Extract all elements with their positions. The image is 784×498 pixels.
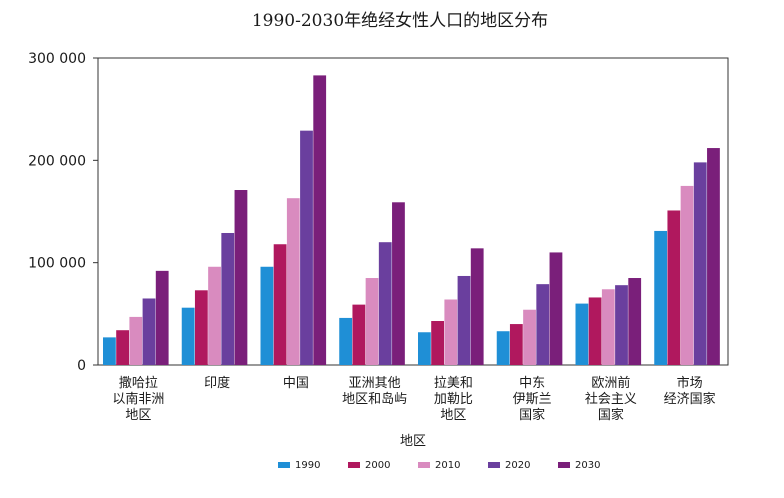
bar bbox=[221, 232, 235, 365]
bars bbox=[103, 75, 720, 365]
bar bbox=[352, 304, 366, 365]
legend-swatch bbox=[348, 462, 360, 468]
legend-swatch bbox=[488, 462, 500, 468]
legend: 1990 2000 2010 2020 2030 bbox=[278, 460, 600, 471]
bar bbox=[273, 244, 287, 365]
x-category-label: 印度 bbox=[204, 375, 230, 391]
bar bbox=[129, 316, 143, 365]
y-axis: 0 100 000 200 000 300 000 bbox=[28, 51, 98, 374]
bar bbox=[116, 330, 129, 365]
bar bbox=[365, 278, 379, 365]
bar bbox=[707, 148, 720, 365]
bar bbox=[378, 242, 392, 365]
y-tick-label: 0 bbox=[77, 358, 86, 374]
bar bbox=[509, 324, 523, 365]
bar bbox=[470, 248, 484, 365]
bar bbox=[667, 210, 681, 365]
legend-label: 2000 bbox=[365, 460, 390, 471]
bar bbox=[313, 75, 327, 365]
y-tick-label: 100 000 bbox=[28, 256, 86, 272]
bar bbox=[496, 331, 510, 365]
bar bbox=[444, 299, 458, 365]
x-category-label: 中国 bbox=[283, 376, 309, 391]
legend-swatch bbox=[278, 462, 290, 468]
bar bbox=[260, 266, 274, 365]
x-axis-label: 地区 bbox=[400, 434, 426, 449]
bar bbox=[418, 332, 431, 365]
bar bbox=[431, 320, 444, 365]
x-category-label: 欧洲前社会主义国家 bbox=[585, 375, 637, 423]
bar bbox=[588, 297, 602, 365]
legend-label: 2010 bbox=[435, 460, 460, 471]
bar bbox=[392, 202, 405, 365]
bar bbox=[575, 303, 589, 365]
bar bbox=[457, 275, 471, 365]
legend-label: 2020 bbox=[505, 460, 530, 471]
bar bbox=[155, 270, 169, 365]
legend-label: 2030 bbox=[575, 460, 600, 471]
chart-title: 1990-2030年绝经女性人口的地区分布 bbox=[252, 11, 548, 31]
bar bbox=[536, 284, 550, 365]
x-category-label: 亚洲其他地区和岛屿 bbox=[342, 376, 407, 407]
bar bbox=[286, 198, 300, 365]
bar bbox=[628, 278, 642, 365]
x-category-label: 拉美和加勒比地区 bbox=[434, 376, 473, 423]
bar bbox=[693, 162, 707, 365]
legend-swatch bbox=[418, 462, 430, 468]
x-category-label: 市场经济国家 bbox=[664, 375, 716, 407]
legend-swatch bbox=[558, 462, 570, 468]
bar bbox=[194, 290, 208, 365]
x-category-label: 中东伊斯兰国家 bbox=[513, 376, 552, 423]
bar bbox=[680, 185, 694, 365]
bar bbox=[142, 298, 156, 365]
bar bbox=[654, 230, 668, 365]
bar bbox=[549, 252, 563, 365]
y-tick-label: 200 000 bbox=[28, 153, 86, 169]
bar bbox=[103, 337, 116, 365]
bar bbox=[234, 190, 248, 365]
bar bbox=[601, 289, 615, 365]
bar bbox=[181, 307, 195, 365]
plot-area bbox=[97, 57, 729, 366]
bar bbox=[300, 130, 313, 365]
y-tick-label: 300 000 bbox=[28, 51, 86, 67]
bar bbox=[615, 285, 628, 365]
legend-label: 1990 bbox=[295, 460, 320, 471]
bar bbox=[208, 266, 221, 365]
bar bbox=[339, 317, 353, 365]
x-category-label: 撒哈拉以南非洲地区 bbox=[112, 375, 164, 423]
bar bbox=[523, 309, 536, 365]
